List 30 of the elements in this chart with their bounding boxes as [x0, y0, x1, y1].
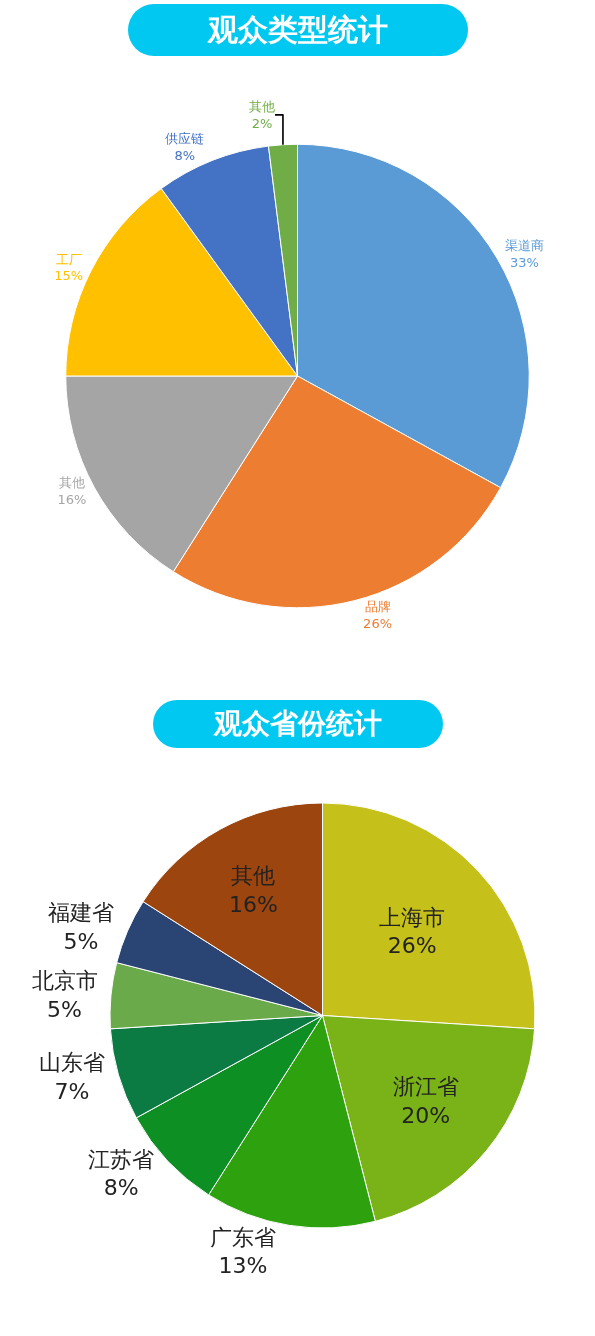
slice-label: 江苏省: [88, 1146, 155, 1172]
slice-label: 北京市: [31, 968, 98, 994]
data-label: 13%: [218, 1253, 268, 1279]
data-label: 26%: [387, 933, 437, 959]
data-label: 7%: [54, 1078, 90, 1104]
slice-label: 其他: [58, 475, 85, 491]
data-label: 2%: [251, 115, 273, 131]
slice-label: 其他: [248, 98, 275, 114]
slice-label: 广东省: [209, 1224, 276, 1250]
slice-label: 渠道商: [504, 237, 544, 253]
data-label: 33%: [510, 254, 539, 270]
slice-label: 浙江省: [392, 1074, 459, 1100]
data-label: 8%: [174, 147, 196, 163]
chart-title: 观众类型统计: [127, 4, 468, 56]
slice-label: 供应链: [165, 130, 205, 146]
slice-label: 其他: [231, 863, 276, 889]
slice-label: 品牌: [364, 599, 391, 615]
data-label: 16%: [57, 492, 87, 508]
slice-label: 山东省: [39, 1050, 106, 1076]
slice-label: 福建省: [48, 900, 115, 926]
data-label: 8%: [103, 1175, 139, 1201]
slice-label: 工厂: [55, 251, 82, 267]
data-label: 16%: [228, 891, 278, 917]
data-label: 20%: [401, 1102, 451, 1128]
data-label: 15%: [54, 268, 84, 284]
data-label: 5%: [47, 997, 82, 1023]
data-label: 5%: [63, 928, 99, 954]
slice-label: 上海市: [379, 904, 446, 930]
data-label: 26%: [363, 616, 393, 632]
chart-title: 观众省份统计: [152, 700, 443, 748]
